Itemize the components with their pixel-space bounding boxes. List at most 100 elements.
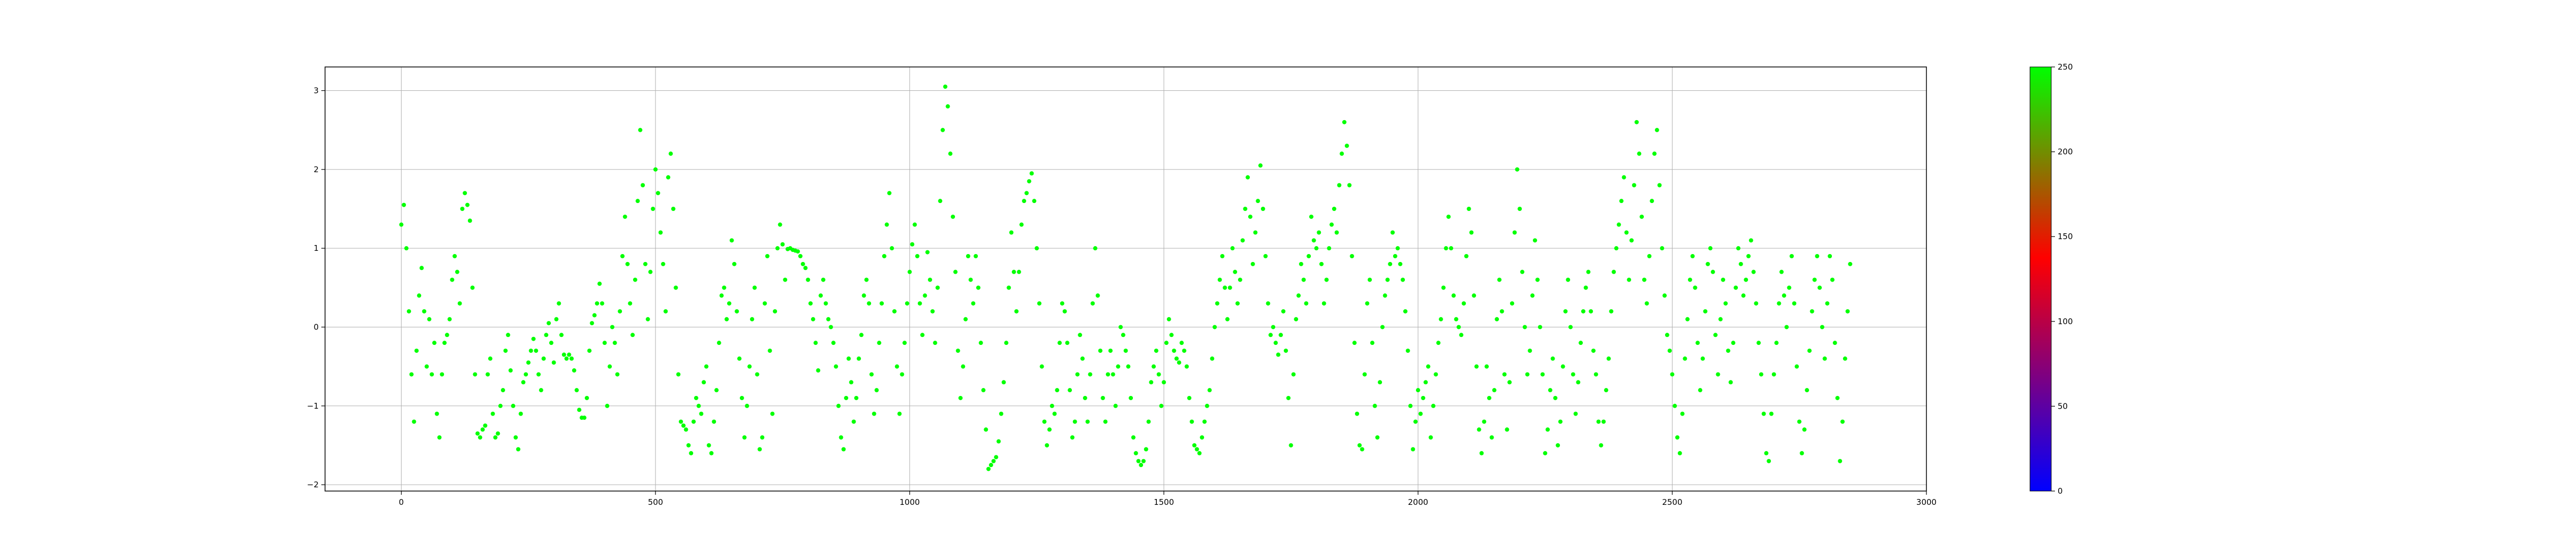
data-point	[1614, 246, 1619, 251]
data-point	[511, 403, 516, 408]
data-point	[1258, 163, 1263, 168]
data-point	[1451, 293, 1456, 298]
data-point	[1260, 206, 1265, 211]
data-point	[477, 435, 482, 440]
data-point	[1522, 325, 1527, 329]
data-point	[1065, 341, 1070, 345]
data-point	[1700, 356, 1705, 361]
data-point	[1748, 238, 1753, 243]
data-point	[508, 368, 513, 373]
data-point	[1848, 261, 1853, 266]
data-point	[1133, 451, 1138, 455]
data-point	[1667, 348, 1672, 353]
data-point	[968, 277, 973, 282]
data-point	[869, 372, 874, 377]
data-point	[453, 253, 457, 258]
data-point	[1726, 348, 1730, 353]
data-point	[923, 293, 927, 298]
data-point	[765, 253, 770, 258]
data-point	[1223, 285, 1227, 290]
data-point	[884, 222, 889, 227]
data-point	[823, 301, 828, 306]
data-point	[470, 285, 475, 290]
data-point	[1319, 261, 1324, 266]
data-point	[1352, 341, 1357, 345]
data-point	[1159, 403, 1164, 408]
data-point	[684, 427, 688, 432]
data-point	[539, 388, 543, 393]
data-point	[1436, 341, 1441, 345]
data-point	[892, 309, 897, 314]
data-point	[1434, 372, 1438, 377]
data-point	[1731, 341, 1736, 345]
data-point	[1464, 253, 1469, 258]
data-point	[1052, 411, 1057, 416]
data-point	[1106, 372, 1110, 377]
data-point	[1492, 388, 1497, 393]
data-point	[1426, 364, 1430, 369]
data-point	[633, 277, 637, 282]
data-point	[1556, 443, 1560, 447]
data-point	[1284, 348, 1288, 353]
data-point	[600, 301, 604, 306]
data-point	[1393, 253, 1397, 258]
data-point	[808, 301, 813, 306]
data-point	[1324, 277, 1329, 282]
data-point	[1311, 238, 1316, 243]
data-point	[547, 321, 551, 326]
data-point	[1703, 309, 1708, 314]
data-point	[867, 301, 872, 306]
data-point	[1294, 317, 1299, 322]
colorbar	[2029, 66, 2052, 492]
data-point	[424, 364, 429, 369]
data-point	[696, 403, 701, 408]
data-point	[1797, 419, 1802, 424]
data-point	[829, 325, 833, 329]
data-point	[1462, 301, 1466, 306]
data-point	[1268, 333, 1273, 337]
data-point	[608, 364, 612, 369]
data-point	[1169, 333, 1174, 337]
data-point	[622, 214, 627, 219]
data-point	[488, 356, 493, 361]
data-point	[821, 277, 825, 282]
data-point	[1291, 372, 1296, 377]
data-point	[994, 455, 999, 460]
data-point	[1533, 238, 1537, 243]
data-point	[483, 423, 488, 428]
data-point	[1009, 230, 1014, 235]
data-point	[643, 261, 647, 266]
data-point	[1560, 364, 1565, 369]
data-point	[557, 301, 561, 306]
data-point	[1538, 325, 1542, 329]
data-point	[582, 416, 587, 420]
data-point	[1370, 341, 1375, 345]
data-point	[686, 443, 691, 447]
data-point	[1571, 372, 1575, 377]
data-point	[1665, 333, 1669, 337]
data-point	[1238, 277, 1242, 282]
data-point	[1787, 285, 1792, 290]
data-point	[528, 348, 533, 353]
data-point	[524, 372, 528, 377]
data-point	[1838, 459, 1843, 463]
data-point	[1289, 443, 1293, 447]
data-point	[1375, 435, 1380, 440]
data-point	[493, 435, 498, 440]
data-point	[1113, 403, 1118, 408]
data-point	[1082, 395, 1087, 400]
data-point	[841, 447, 846, 452]
data-point	[1680, 411, 1685, 416]
data-point	[702, 380, 706, 385]
data-point	[1754, 301, 1759, 306]
data-point	[1687, 277, 1692, 282]
data-point	[706, 443, 711, 447]
data-point	[1784, 325, 1789, 329]
data-point	[1718, 317, 1723, 322]
data-point	[518, 411, 523, 416]
data-point	[1164, 341, 1169, 345]
data-point	[1652, 151, 1657, 156]
data-point	[1243, 206, 1248, 211]
data-point	[1246, 175, 1250, 180]
data-point	[1662, 293, 1667, 298]
